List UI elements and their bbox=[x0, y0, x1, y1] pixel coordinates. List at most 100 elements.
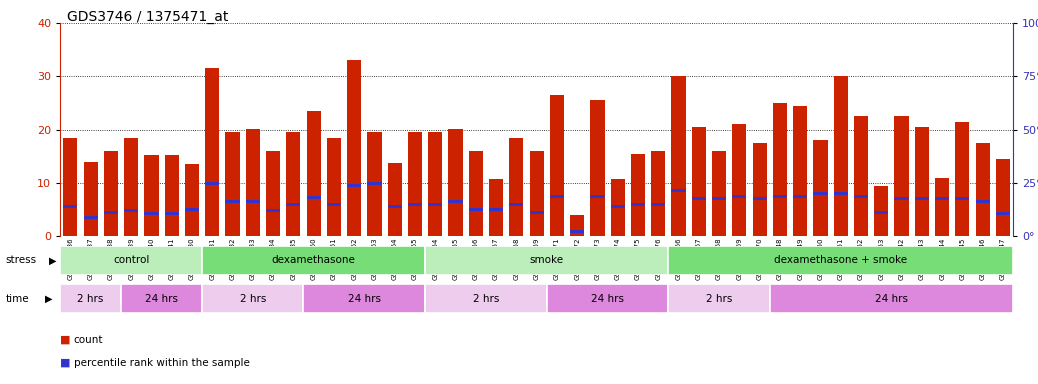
Bar bbox=[668, 246, 1013, 275]
Bar bbox=[83, 216, 98, 219]
Bar bbox=[347, 60, 361, 236]
Bar bbox=[529, 151, 544, 236]
Bar bbox=[834, 76, 848, 236]
Bar bbox=[976, 200, 990, 203]
Bar bbox=[165, 212, 179, 215]
Bar bbox=[591, 100, 604, 236]
Bar bbox=[125, 209, 138, 212]
Bar bbox=[125, 137, 138, 236]
Bar bbox=[793, 106, 808, 236]
Bar bbox=[448, 129, 463, 236]
Bar bbox=[202, 246, 426, 275]
Bar bbox=[206, 182, 219, 185]
Text: ▶: ▶ bbox=[45, 294, 52, 304]
Bar bbox=[976, 143, 990, 236]
Bar bbox=[672, 76, 686, 236]
Bar bbox=[874, 185, 889, 236]
Text: GDS3746 / 1375471_at: GDS3746 / 1375471_at bbox=[67, 10, 228, 23]
Bar bbox=[672, 189, 686, 192]
Text: 2 hrs: 2 hrs bbox=[472, 293, 499, 304]
Bar bbox=[895, 197, 908, 200]
Bar bbox=[935, 197, 949, 200]
Bar bbox=[144, 155, 159, 236]
Bar bbox=[610, 205, 625, 209]
Bar bbox=[529, 211, 544, 214]
Bar bbox=[753, 197, 767, 200]
Bar bbox=[185, 208, 199, 211]
Bar bbox=[510, 137, 523, 236]
Bar bbox=[202, 284, 303, 313]
Bar bbox=[426, 284, 547, 313]
Bar bbox=[367, 132, 382, 236]
Bar bbox=[60, 284, 121, 313]
Bar bbox=[834, 192, 848, 195]
Text: dexamethasone + smoke: dexamethasone + smoke bbox=[774, 255, 907, 265]
Bar bbox=[387, 205, 402, 209]
Bar bbox=[225, 132, 240, 236]
Bar bbox=[367, 182, 382, 185]
Bar bbox=[712, 197, 727, 200]
Bar bbox=[63, 137, 78, 236]
Bar bbox=[246, 129, 260, 236]
Text: 2 hrs: 2 hrs bbox=[706, 293, 732, 304]
Bar bbox=[246, 200, 260, 203]
Bar bbox=[489, 179, 503, 236]
Text: 24 hrs: 24 hrs bbox=[591, 293, 624, 304]
Bar bbox=[570, 215, 584, 236]
Bar bbox=[547, 284, 668, 313]
Bar bbox=[854, 195, 868, 198]
Bar bbox=[429, 203, 442, 206]
Text: stress: stress bbox=[5, 255, 36, 265]
Bar bbox=[286, 132, 300, 236]
Bar bbox=[306, 196, 321, 199]
Bar bbox=[225, 200, 240, 203]
Bar bbox=[266, 209, 280, 212]
Bar bbox=[306, 111, 321, 236]
Bar bbox=[387, 163, 402, 236]
Bar bbox=[874, 211, 889, 214]
Bar bbox=[732, 124, 746, 236]
Bar bbox=[631, 154, 645, 236]
Bar bbox=[469, 151, 483, 236]
Bar bbox=[489, 208, 503, 211]
Bar bbox=[732, 195, 746, 198]
Bar bbox=[408, 203, 422, 206]
Bar bbox=[327, 203, 342, 206]
Bar bbox=[185, 164, 199, 236]
Bar bbox=[60, 246, 202, 275]
Bar bbox=[469, 208, 483, 211]
Bar bbox=[955, 197, 969, 200]
Bar bbox=[651, 151, 665, 236]
Bar bbox=[814, 140, 827, 236]
Bar bbox=[429, 132, 442, 236]
Bar bbox=[591, 195, 604, 198]
Bar bbox=[691, 127, 706, 236]
Bar bbox=[651, 203, 665, 206]
Bar bbox=[104, 151, 118, 236]
Bar bbox=[712, 151, 727, 236]
Bar bbox=[448, 200, 463, 203]
Bar bbox=[144, 212, 159, 215]
Text: time: time bbox=[5, 294, 29, 304]
Bar bbox=[631, 203, 645, 206]
Bar bbox=[814, 192, 827, 195]
Text: 24 hrs: 24 hrs bbox=[348, 293, 381, 304]
Bar bbox=[550, 95, 564, 236]
Bar bbox=[165, 155, 179, 236]
Bar bbox=[793, 195, 808, 198]
Bar bbox=[266, 151, 280, 236]
Bar bbox=[510, 203, 523, 206]
Bar bbox=[773, 103, 787, 236]
Text: count: count bbox=[74, 335, 103, 345]
Bar bbox=[327, 137, 342, 236]
Bar bbox=[610, 179, 625, 236]
Bar bbox=[286, 203, 300, 206]
Text: percentile rank within the sample: percentile rank within the sample bbox=[74, 358, 249, 368]
Bar bbox=[914, 127, 929, 236]
Bar bbox=[770, 284, 1013, 313]
Text: control: control bbox=[113, 255, 149, 265]
Text: dexamethasone: dexamethasone bbox=[272, 255, 356, 265]
Bar bbox=[668, 284, 770, 313]
Bar bbox=[995, 212, 1010, 215]
Bar bbox=[995, 159, 1010, 236]
